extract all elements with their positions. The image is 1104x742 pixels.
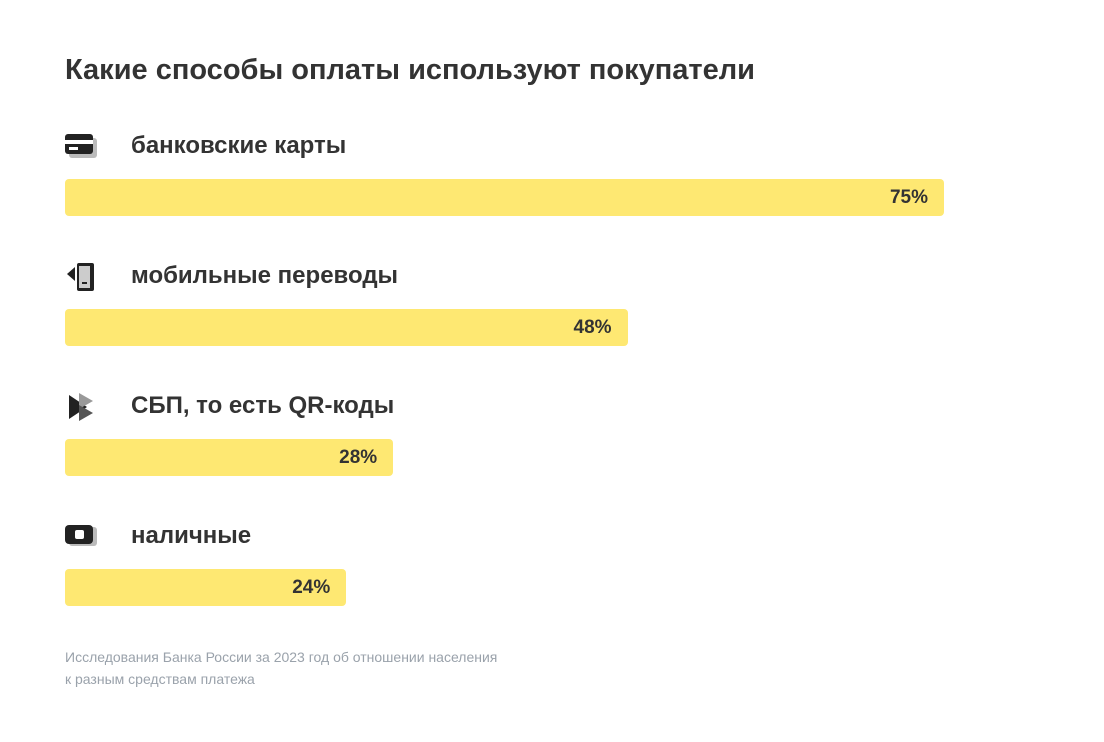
- category-label: наличные: [131, 522, 252, 549]
- source-note: Исследования Банка России за 2023 год об…: [65, 649, 498, 665]
- cash-icon: [65, 525, 97, 546]
- value-label: 48%: [573, 317, 612, 338]
- value-label: 24%: [292, 577, 331, 598]
- category-label: СБП, то есть QR-коды: [131, 392, 395, 419]
- card-icon: [65, 134, 97, 158]
- value-label: 75%: [889, 187, 928, 208]
- phone-icon: [67, 263, 94, 291]
- chart-title: Какие способы оплаты используют покупате…: [65, 54, 756, 86]
- source-note: к разным средствам платежа: [65, 671, 255, 687]
- category-label: мобильные переводы: [131, 262, 399, 289]
- bar: [65, 439, 394, 476]
- category-label: банковские карты: [131, 132, 347, 159]
- bar: [65, 569, 347, 606]
- value-label: 28%: [339, 447, 378, 468]
- bar: [65, 309, 628, 346]
- sbp-icon: [69, 393, 93, 421]
- bar: [65, 179, 944, 216]
